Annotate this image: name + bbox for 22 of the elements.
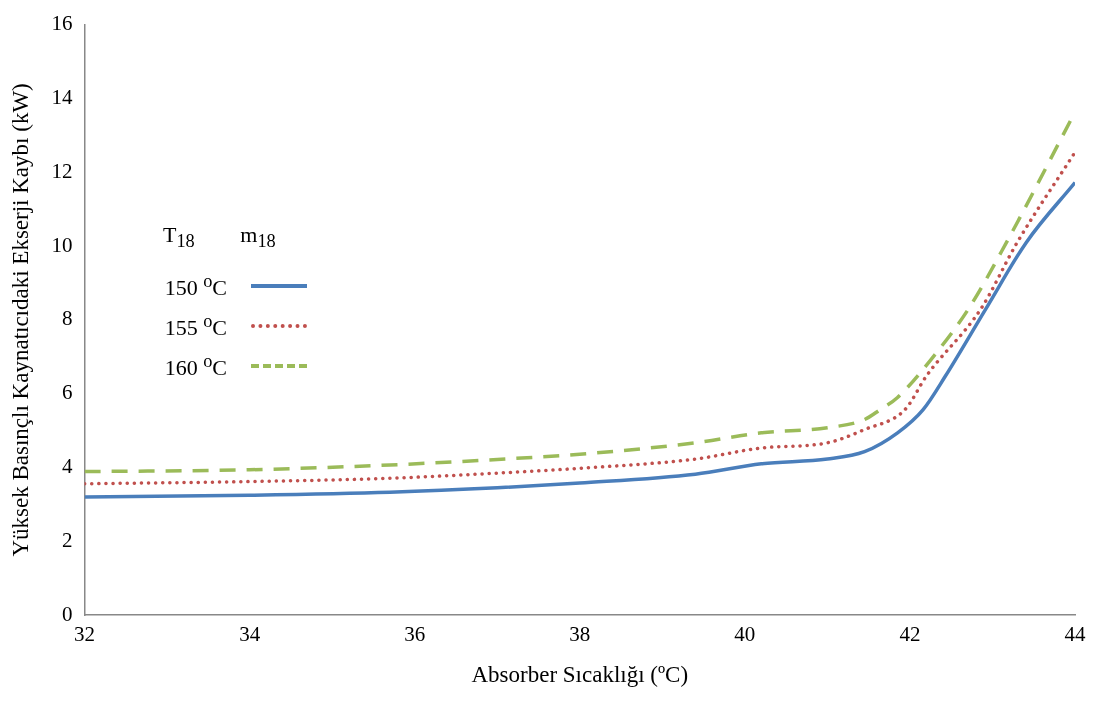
x-tick-label: 32 (74, 622, 96, 647)
y-tick-label: 14 (51, 84, 74, 109)
y-tick-label: 8 (62, 306, 73, 331)
x-tick-label: 36 (404, 622, 426, 647)
legend-label: 155 $^{o}$C (163, 311, 227, 342)
y-tick-label: 6 (62, 380, 73, 405)
x-tick-label: 40 (734, 622, 756, 647)
y-tick-label: 16 (51, 11, 73, 36)
x-tick-label: 44 (1064, 622, 1086, 647)
y-tick-label: 0 (62, 601, 73, 626)
y-tick-label: 2 (62, 527, 73, 552)
x-tick-label: 42 (899, 622, 921, 647)
x-tick-label: 38 (569, 622, 591, 647)
x-tick-label: 34 (239, 622, 261, 647)
x-axis-title: Absorber Sıcaklığı (ºC) (471, 662, 689, 688)
y-tick-label: 12 (51, 158, 73, 183)
y-axis-title: Yüksek Basınçlı Kaynatıcıdaki Ekserji Kaybı (kW) (7, 83, 33, 557)
y-tick-label: 4 (62, 454, 74, 479)
legend-label: 160 $^{o}$C (163, 351, 227, 382)
legend-label: 150 $^{o}$C (163, 271, 227, 302)
y-tick-label: 10 (51, 232, 73, 257)
text: T$_{18}$ m$_{18}$ (163, 222, 276, 252)
